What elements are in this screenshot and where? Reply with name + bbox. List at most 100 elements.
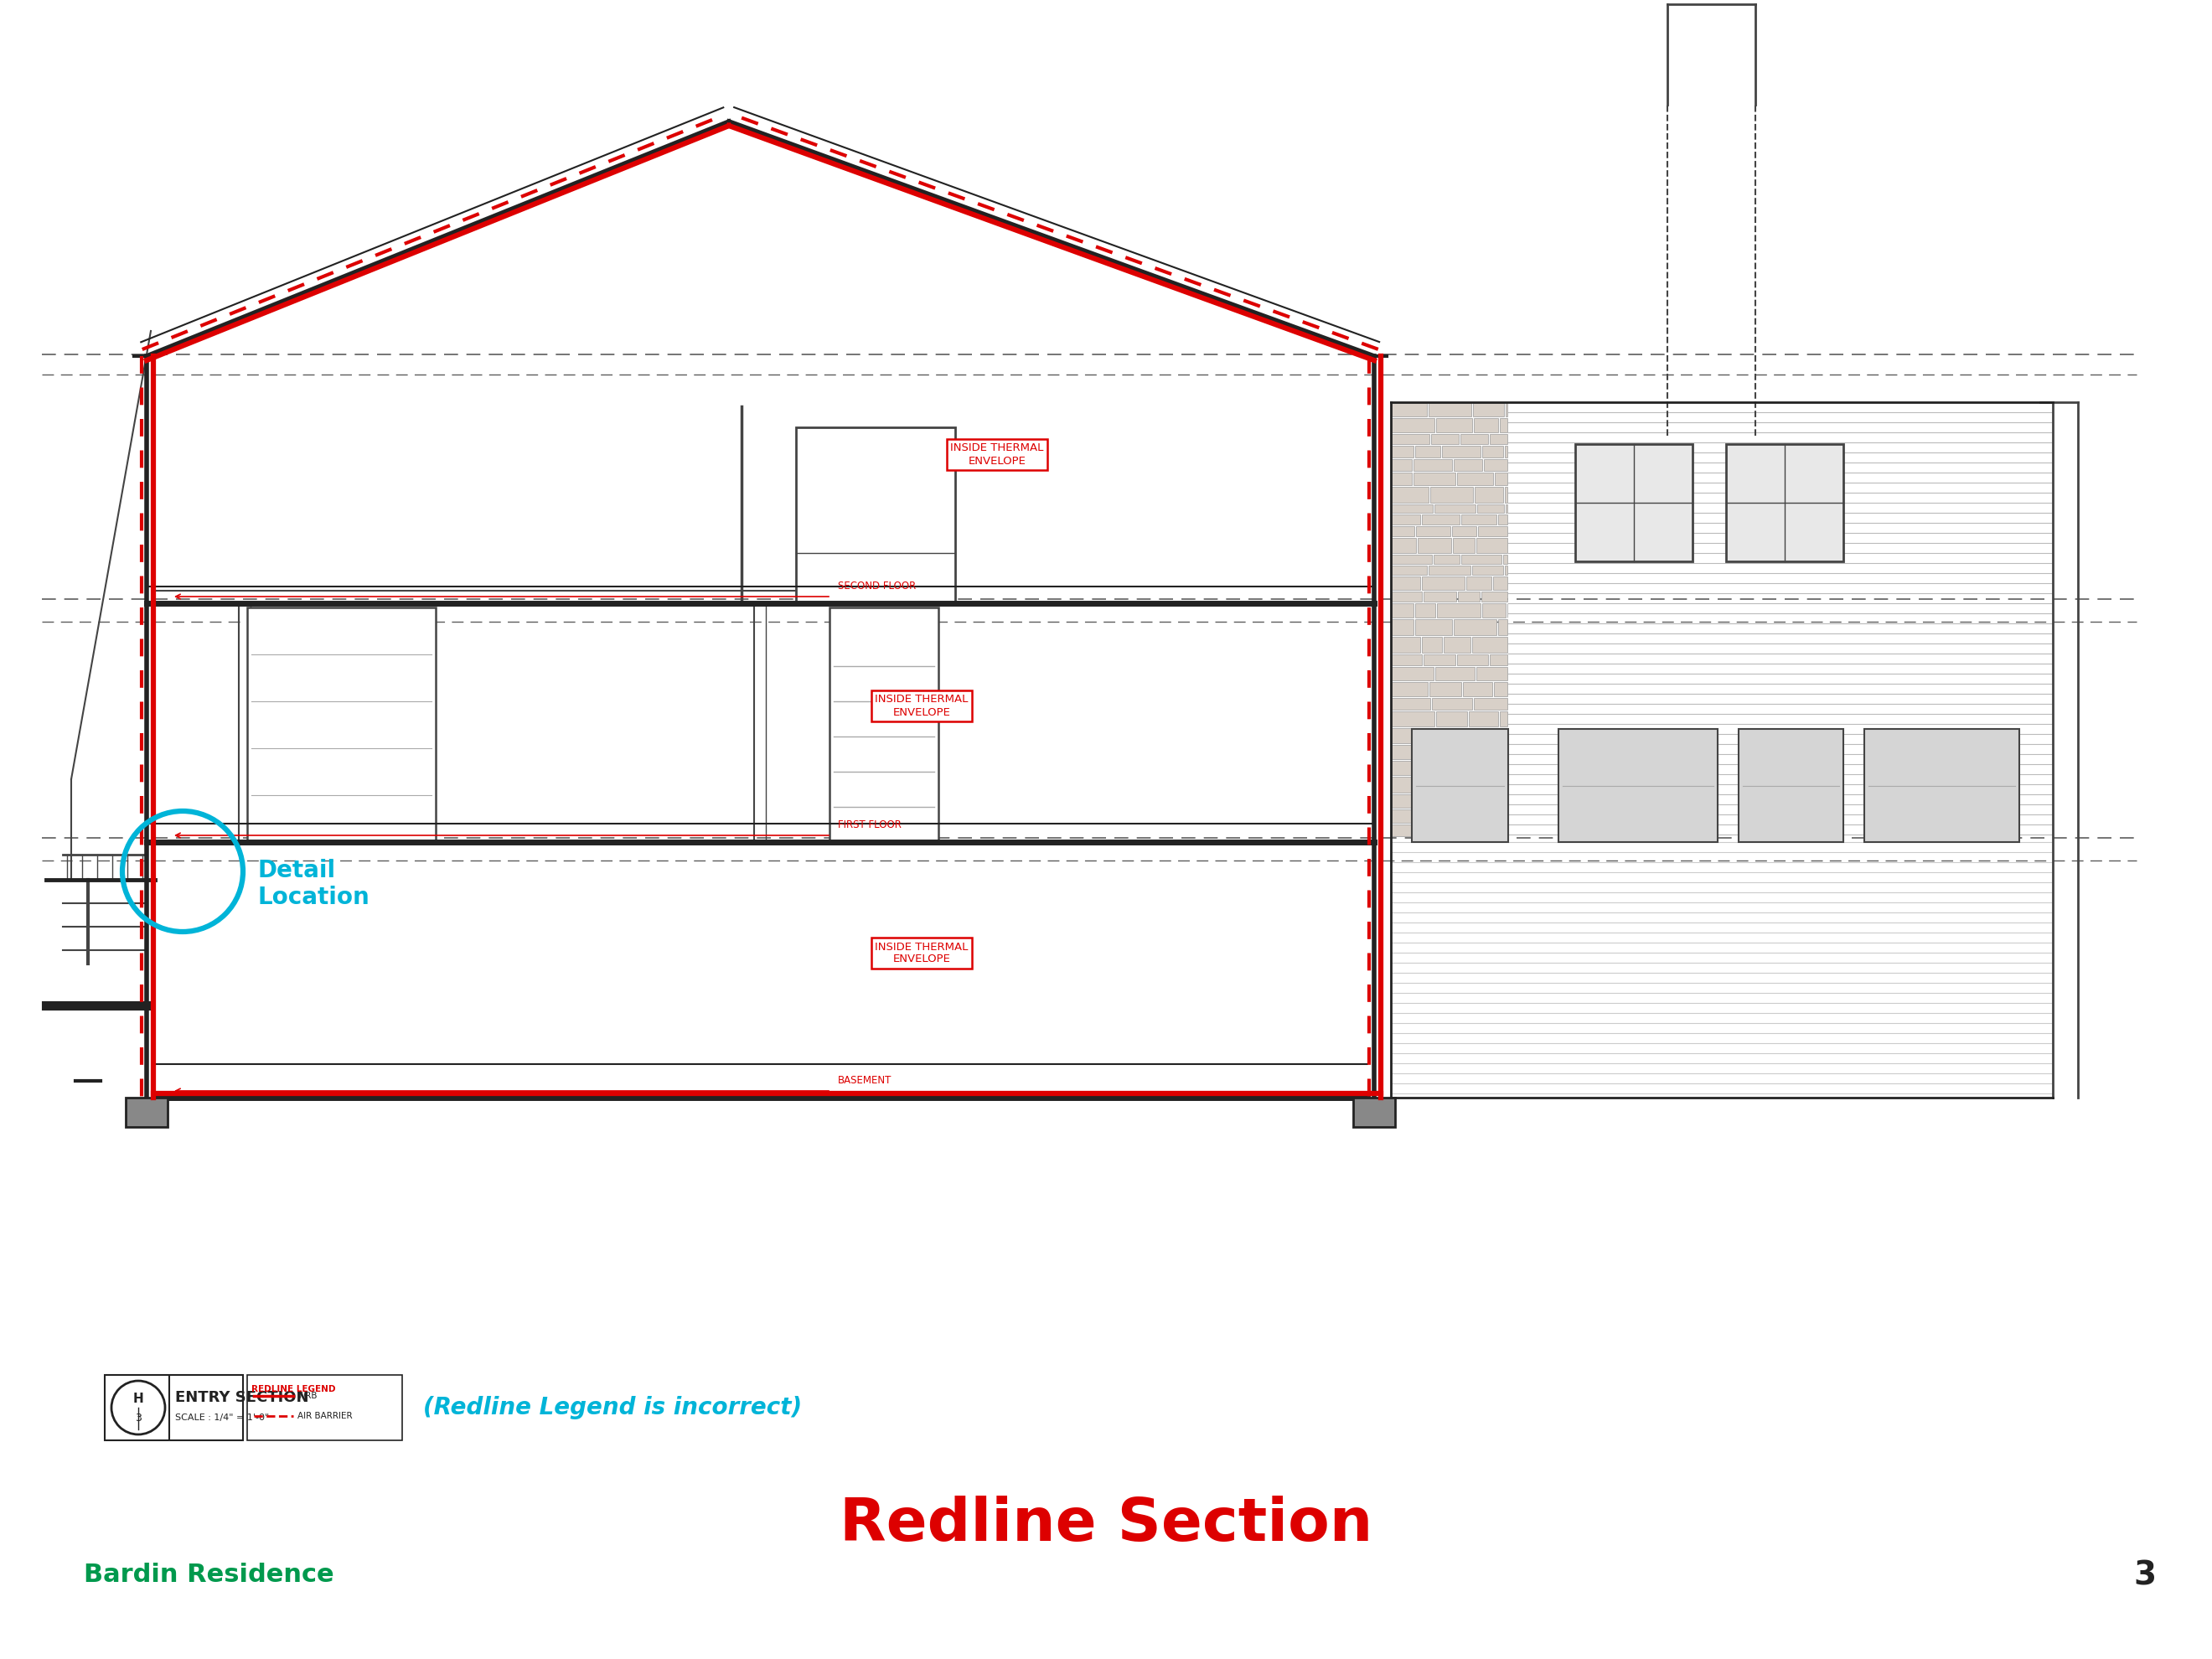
- Bar: [1436, 712, 1467, 727]
- Bar: [1504, 554, 1506, 564]
- Bar: [1473, 566, 1504, 574]
- Bar: [1413, 825, 1442, 836]
- Bar: [1391, 619, 1413, 635]
- Bar: [1391, 776, 1416, 793]
- Bar: [1460, 435, 1489, 445]
- Bar: [1413, 460, 1451, 471]
- Bar: [1475, 667, 1506, 680]
- Bar: [1422, 637, 1442, 652]
- Bar: [1425, 592, 1455, 602]
- Bar: [1422, 576, 1464, 591]
- Bar: [1495, 473, 1506, 484]
- Text: 3: 3: [135, 1412, 142, 1423]
- Text: SECOND FLOOR: SECOND FLOOR: [838, 581, 916, 592]
- Text: Detail
Location: Detail Location: [259, 859, 369, 909]
- Bar: [1458, 473, 1493, 484]
- Bar: [1462, 554, 1502, 564]
- Bar: [1429, 682, 1462, 697]
- Bar: [1431, 698, 1473, 710]
- Bar: [1498, 795, 1506, 808]
- Text: H: H: [133, 1394, 144, 1405]
- Bar: [1429, 566, 1471, 574]
- Bar: [1391, 403, 1427, 416]
- Bar: [1486, 776, 1506, 793]
- Bar: [1475, 486, 1504, 503]
- Bar: [1469, 712, 1498, 727]
- Bar: [1442, 446, 1480, 458]
- Bar: [1418, 728, 1444, 743]
- Bar: [1433, 504, 1475, 513]
- Bar: [1391, 554, 1431, 564]
- Text: INSIDE THERMAL
ENVELOPE: INSIDE THERMAL ENVELOPE: [876, 693, 969, 718]
- Bar: [248, 1375, 403, 1440]
- Bar: [1478, 504, 1504, 513]
- Bar: [1418, 538, 1451, 552]
- Text: (Redline Legend is incorrect): (Redline Legend is incorrect): [422, 1395, 803, 1420]
- Bar: [1438, 761, 1455, 775]
- Bar: [1451, 526, 1475, 536]
- Bar: [1391, 745, 1431, 760]
- Bar: [1493, 682, 1506, 697]
- Bar: [1420, 795, 1444, 808]
- Bar: [1391, 682, 1427, 697]
- Bar: [1391, 473, 1411, 484]
- Text: 3: 3: [2135, 1559, 2157, 1591]
- Bar: [1391, 712, 1433, 727]
- Bar: [1391, 486, 1429, 503]
- Bar: [1500, 712, 1506, 727]
- Bar: [1429, 403, 1471, 416]
- Bar: [1391, 698, 1431, 710]
- Bar: [1391, 514, 1420, 524]
- Bar: [1391, 795, 1418, 808]
- Bar: [1416, 619, 1451, 635]
- Bar: [1489, 654, 1506, 665]
- Bar: [1391, 538, 1416, 552]
- Bar: [1391, 504, 1433, 513]
- Bar: [1478, 526, 1506, 536]
- Text: Redline Section: Redline Section: [838, 1496, 1374, 1554]
- Bar: [1498, 619, 1506, 635]
- Bar: [1473, 637, 1506, 652]
- Bar: [1498, 514, 1506, 524]
- Bar: [1482, 604, 1506, 617]
- Text: REDLINE LEGEND: REDLINE LEGEND: [252, 1385, 336, 1394]
- Bar: [1482, 592, 1506, 602]
- Bar: [1416, 446, 1440, 458]
- Bar: [1391, 728, 1416, 743]
- Bar: [1575, 445, 1692, 561]
- Bar: [1458, 761, 1500, 775]
- Bar: [1493, 576, 1506, 591]
- Bar: [1504, 486, 1506, 503]
- Bar: [796, 428, 956, 604]
- Bar: [1471, 825, 1506, 836]
- Bar: [1431, 486, 1473, 503]
- Bar: [1391, 526, 1413, 536]
- Bar: [1725, 445, 1843, 561]
- Bar: [1473, 698, 1506, 710]
- Bar: [1436, 667, 1475, 680]
- Bar: [1444, 637, 1471, 652]
- Bar: [1458, 654, 1489, 665]
- Bar: [1500, 418, 1506, 433]
- Bar: [1498, 745, 1506, 760]
- Text: AIR BARRIER: AIR BARRIER: [296, 1412, 352, 1420]
- Bar: [1391, 654, 1422, 665]
- Bar: [1391, 435, 1429, 445]
- Bar: [1504, 566, 1506, 574]
- Text: INSIDE THERMAL
ENVELOPE: INSIDE THERMAL ENVELOPE: [951, 443, 1044, 466]
- Bar: [1391, 418, 1433, 433]
- Text: Bardin Residence: Bardin Residence: [84, 1563, 334, 1588]
- Bar: [1416, 604, 1436, 617]
- Bar: [1391, 761, 1413, 775]
- Bar: [126, 1098, 168, 1126]
- Bar: [1486, 728, 1504, 743]
- Bar: [1391, 460, 1411, 471]
- Bar: [1473, 403, 1504, 416]
- Bar: [248, 607, 436, 843]
- Bar: [1438, 604, 1480, 617]
- Bar: [1462, 514, 1498, 524]
- Bar: [1391, 446, 1413, 458]
- Bar: [1411, 728, 1509, 843]
- Bar: [1865, 728, 2020, 843]
- Bar: [1354, 1098, 1396, 1126]
